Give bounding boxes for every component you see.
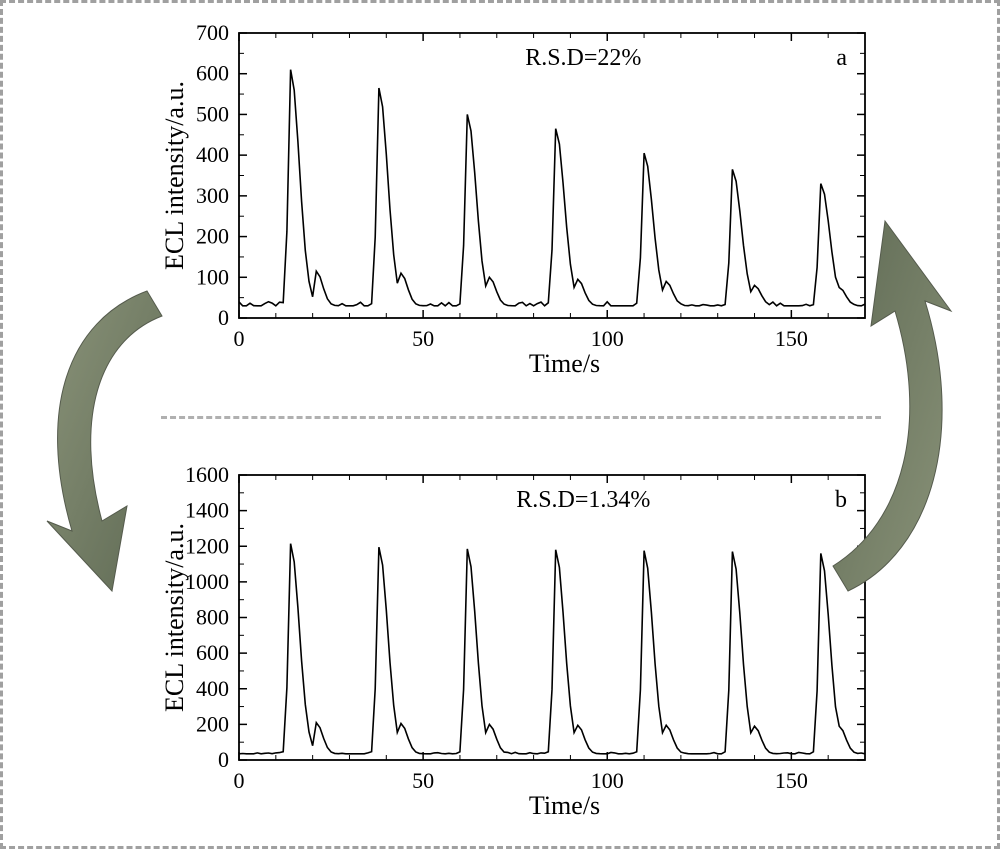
chart-b-container: 02004006008001000120014001600050100150Ti… [161,463,881,828]
svg-text:700: 700 [196,21,229,45]
svg-text:400: 400 [196,142,229,167]
x-axis-label: Time/s [529,349,600,378]
svg-text:50: 50 [412,326,434,351]
y-axis-label: ECL intensity/a.u. [161,81,189,270]
svg-text:500: 500 [196,101,229,126]
svg-text:150: 150 [775,768,808,793]
svg-text:600: 600 [196,61,229,86]
svg-text:100: 100 [591,768,624,793]
panel-label: a [836,45,847,71]
inner-content: 0100200300400500600700050100150Time/sECL… [33,21,967,828]
chart-a: 0100200300400500600700050100150Time/sECL… [161,21,881,386]
svg-text:100: 100 [591,326,624,351]
rsd-annotation: R.S.D=22% [525,45,641,71]
svg-text:600: 600 [196,640,229,665]
svg-text:50: 50 [412,768,434,793]
outer-dashed-frame: 0100200300400500600700050100150Time/sECL… [0,0,1000,849]
svg-text:300: 300 [196,183,229,208]
svg-text:0: 0 [234,326,245,351]
svg-text:0: 0 [234,768,245,793]
curved-arrow-left [27,281,207,601]
svg-text:400: 400 [196,676,229,701]
svg-text:200: 200 [196,711,229,736]
chart-a-container: 0100200300400500600700050100150Time/sECL… [161,21,881,386]
x-axis-label: Time/s [529,791,600,820]
horizontal-divider [161,416,881,419]
svg-text:0: 0 [218,305,229,330]
svg-text:0: 0 [218,747,229,772]
chart-b: 02004006008001000120014001600050100150Ti… [161,463,881,828]
curved-arrow-right [793,181,973,601]
svg-text:200: 200 [196,224,229,249]
svg-text:800: 800 [196,605,229,630]
rsd-annotation: R.S.D=1.34% [516,487,650,513]
